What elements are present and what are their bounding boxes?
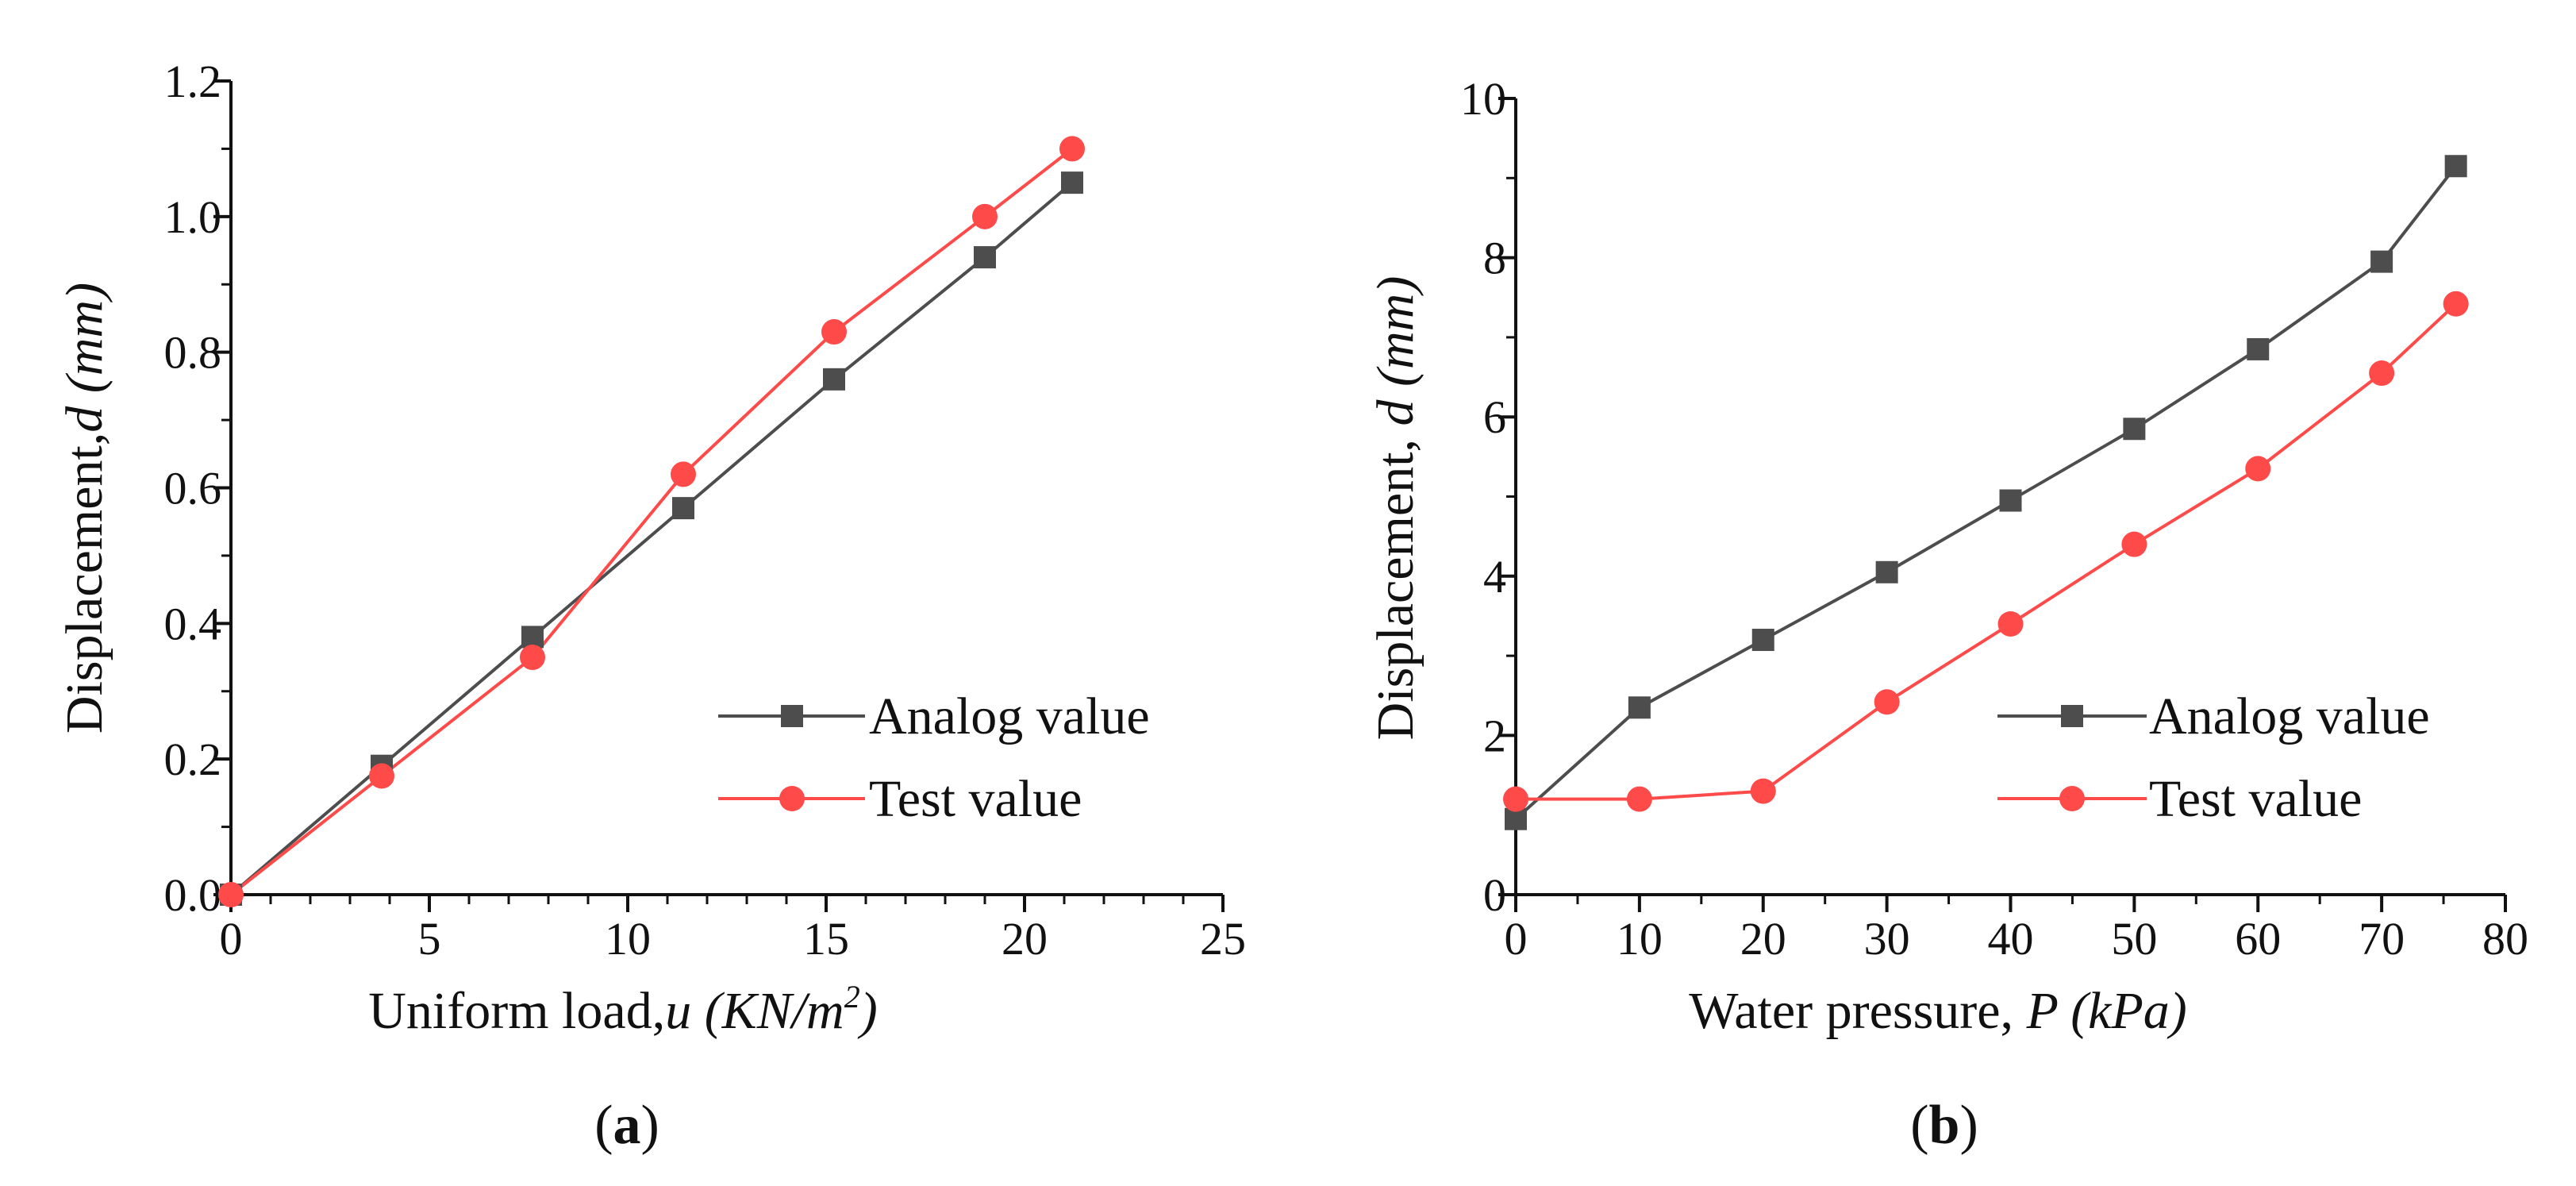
chart-b-analog-point <box>1999 489 2022 512</box>
chart-b-analog-point <box>2444 155 2467 178</box>
chart-a-test-point <box>972 203 998 229</box>
chart-a-analog-point <box>672 497 694 520</box>
chart-a: 0 5 10 15 20 25 0.0 0.2 0.4 0.6 0.8 1.0 … <box>56 56 1246 1156</box>
legend-analog-marker <box>781 705 803 727</box>
chart-a-y-tick-label: 0.8 <box>164 327 222 379</box>
chart-a-x-tick-label: 20 <box>1002 913 1048 965</box>
chart-b-analog-point <box>1628 696 1651 719</box>
chart-b-y-tick-label: 8 <box>1483 233 1506 284</box>
chart-b-y-axis-title: Displacement, d (mm) <box>1367 276 1424 741</box>
chart-a-x-tick-label: 10 <box>605 913 651 965</box>
chart-b-y-tick-label: 0 <box>1483 869 1506 921</box>
chart-a-x-tick-label: 15 <box>803 913 849 965</box>
chart-a-analog-point <box>521 626 544 649</box>
chart-b-test-point <box>2121 531 2147 557</box>
legend-test-label: Test value <box>869 770 1082 828</box>
chart-b-test-point <box>1997 610 2024 637</box>
chart-b-x-axis-title: Water pressure, P (kPa) <box>1689 982 2187 1040</box>
chart-a-test-point <box>218 882 244 907</box>
chart-a-y-tick-label: 1.2 <box>164 56 222 107</box>
chart-a-legend: Analog value Test value <box>718 687 1150 828</box>
chart-a-y-tick-label: 0.2 <box>164 734 222 785</box>
chart-a-y-axis-title: Displacement,d (mm) <box>56 283 113 734</box>
chart-a-test-point <box>520 645 545 671</box>
chart-a-analog-point <box>974 246 996 269</box>
chart-a-y-tick-label: 0.0 <box>164 869 222 921</box>
chart-b-x-tick-labels: 0 10 20 30 40 50 60 70 80 <box>1505 913 2529 965</box>
chart-b-x-tick-label: 40 <box>1988 913 2034 965</box>
chart-b-series <box>1503 155 2469 830</box>
legend-analog-marker <box>2061 705 2083 727</box>
chart-b-legend: Analog value Test value <box>1997 687 2430 828</box>
legend-test-label: Test value <box>2149 770 2362 828</box>
chart-a-x-tick-labels: 0 5 10 15 20 25 <box>220 913 1247 965</box>
chart-b-analog-point <box>1875 560 1898 583</box>
legend-test-marker <box>779 786 805 811</box>
chart-b-test-point <box>2369 360 2395 387</box>
chart-b-y-tick-labels: 0 2 4 6 8 10 <box>1460 73 1506 921</box>
chart-b-y-tick-label: 6 <box>1483 391 1506 443</box>
chart-a-x-tick-label: 5 <box>418 913 441 965</box>
chart-b-test-point <box>2443 291 2469 317</box>
chart-b-test-point <box>1750 778 1776 804</box>
chart-a-y-tick-labels: 0.0 0.2 0.4 0.6 0.8 1.0 1.2 <box>164 56 222 921</box>
chart-b-x-tick-label: 80 <box>2482 913 2528 965</box>
chart-b-y-tick-label: 4 <box>1483 551 1506 603</box>
chart-a-test-point <box>369 763 394 789</box>
chart-b-analog-point <box>1751 629 1774 652</box>
chart-a-panel-label: (a) <box>594 1095 659 1156</box>
chart-a-x-tick-label: 0 <box>220 913 243 965</box>
chart-a-x-axis-title: Uniform load,u (KN/m2) <box>368 979 877 1040</box>
chart-b-ticks <box>1498 97 2507 912</box>
chart-b-analog-point <box>2247 337 2270 360</box>
chart-b-test-point <box>2245 456 2271 482</box>
chart-b-test-point <box>1874 689 1900 715</box>
chart-b-x-tick-label: 20 <box>1740 913 1786 965</box>
chart-a-test-point <box>671 461 696 487</box>
chart-a-y-tick-label: 1.0 <box>164 191 222 243</box>
legend-test-marker <box>2059 786 2085 811</box>
chart-b: 0 10 20 30 40 50 60 70 80 0 2 4 6 8 10 W… <box>1367 73 2528 1156</box>
chart-b-y-tick-label: 2 <box>1483 710 1506 761</box>
chart-b-test-point <box>1503 786 1528 812</box>
legend-analog-label: Analog value <box>2149 687 2430 745</box>
chart-a-analog-point <box>1061 171 1083 194</box>
chart-a-y-tick-label: 0.6 <box>164 463 222 514</box>
chart-b-analog-point <box>2123 418 2146 441</box>
chart-a-y-tick-label: 0.4 <box>164 598 222 649</box>
chart-b-y-tick-label: 10 <box>1460 73 1506 125</box>
chart-a-test-point <box>821 319 847 345</box>
chart-b-x-tick-label: 60 <box>2235 913 2281 965</box>
chart-a-analog-point <box>823 368 845 391</box>
chart-b-x-tick-label: 50 <box>2111 913 2157 965</box>
chart-b-analog-point <box>2370 250 2393 273</box>
chart-b-test-point <box>1626 786 1652 812</box>
chart-a-x-tick-label: 25 <box>1200 913 1246 965</box>
legend-analog-label: Analog value <box>869 687 1150 745</box>
chart-a-test-point <box>1059 136 1085 162</box>
chart-b-x-tick-label: 10 <box>1617 913 1663 965</box>
chart-b-x-tick-label: 70 <box>2359 913 2405 965</box>
chart-a-series <box>218 136 1085 907</box>
chart-b-x-tick-label: 0 <box>1505 913 1528 965</box>
chart-b-x-tick-label: 30 <box>1864 913 1910 965</box>
chart-b-panel-label: (b) <box>1910 1095 1978 1156</box>
